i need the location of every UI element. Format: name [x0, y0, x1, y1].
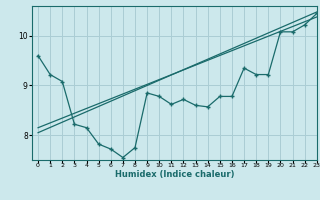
X-axis label: Humidex (Indice chaleur): Humidex (Indice chaleur): [115, 170, 234, 179]
